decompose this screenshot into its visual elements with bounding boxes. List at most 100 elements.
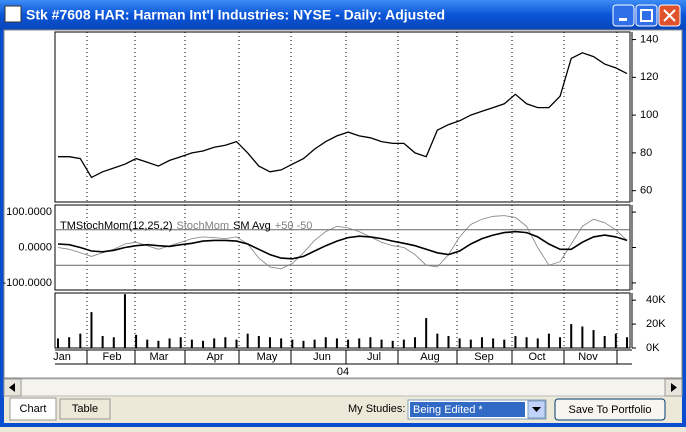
close-icon — [663, 9, 676, 22]
legend-entry: TMStochMom(12,25,2) — [60, 220, 172, 232]
studies-label: My Studies: — [348, 403, 405, 415]
data-line — [58, 52, 628, 179]
tab-label[interactable]: Table — [72, 403, 98, 415]
month-label: Feb — [103, 351, 122, 363]
y-tick-label: 60 — [640, 185, 652, 197]
volume-bar — [57, 338, 59, 348]
volume-bar — [280, 338, 283, 348]
app-icon — [4, 5, 22, 23]
y-tick-label: 140 — [640, 33, 658, 45]
volume-bar — [391, 340, 394, 348]
tab-table[interactable] — [59, 398, 111, 420]
panel — [54, 204, 631, 291]
scroll-track[interactable] — [3, 378, 683, 397]
maximize[interactable] — [635, 4, 658, 27]
volume-bar — [614, 333, 617, 348]
volume-bar — [79, 333, 82, 348]
volume-bar — [257, 336, 260, 348]
volume-bar — [469, 339, 472, 348]
legend-entry: StochMom — [176, 220, 229, 232]
volume-bar — [213, 338, 216, 348]
volume-bar — [369, 337, 372, 348]
month-label: Oct — [528, 351, 545, 363]
window-title: Stk #7608 HAR: Harman Int'l Industries: … — [26, 7, 445, 23]
volume-bar — [157, 340, 160, 348]
volume-bar — [626, 337, 628, 348]
month-label: Jul — [367, 351, 381, 363]
y-tick-label: 120 — [640, 71, 658, 83]
volume-bar — [190, 339, 193, 348]
y-tick-label: 0.0000 — [18, 241, 52, 253]
data-line — [57, 230, 628, 260]
minimize[interactable] — [612, 4, 635, 27]
volume-bar — [313, 339, 316, 348]
arrow — [671, 383, 677, 392]
volume-bar — [268, 337, 271, 348]
volume-bar — [202, 340, 205, 348]
volume-bar — [402, 339, 405, 348]
save-button[interactable] — [554, 398, 666, 421]
volume-bar — [358, 338, 361, 348]
month-label: Jun — [313, 351, 331, 363]
volume-bar — [414, 337, 417, 348]
tab-chart[interactable] — [9, 397, 57, 421]
volume-bar — [291, 339, 294, 348]
volume-bar — [224, 337, 227, 348]
volume-bar — [480, 337, 483, 348]
volume-bar — [592, 330, 595, 348]
tab-label[interactable]: Chart — [20, 403, 47, 415]
volume-bar — [536, 338, 539, 348]
y-tick-label: 40K — [646, 294, 666, 306]
month-label: Jan — [53, 351, 71, 363]
volume-bar — [135, 334, 138, 348]
month-label: Mar — [150, 351, 169, 363]
arrow — [9, 383, 15, 392]
window-buttons[interactable] — [612, 4, 681, 27]
data-line — [57, 215, 628, 270]
minimize-icon — [619, 18, 627, 21]
volume-bar — [492, 338, 495, 348]
volume-bar — [447, 336, 450, 348]
volume-bar — [146, 339, 149, 348]
year-label: 04 — [337, 366, 349, 378]
volume-bar — [458, 338, 461, 348]
volume-bar — [525, 337, 528, 348]
volume-bar — [335, 338, 338, 348]
legend-entry: SM Avg — [233, 220, 271, 232]
month-label: Aug — [420, 351, 440, 363]
chart-area — [3, 29, 683, 379]
selection — [410, 402, 525, 417]
volume-bar — [347, 339, 350, 348]
volume-bar — [112, 337, 115, 348]
arrow — [532, 407, 541, 412]
scrollbar[interactable] — [3, 378, 683, 397]
volume-bar — [514, 336, 517, 348]
y-tick-label: 80 — [640, 147, 652, 159]
volume-bar — [90, 312, 93, 348]
y-tick-label: 100 — [640, 109, 658, 121]
volume-bar — [101, 336, 104, 348]
volume-bar — [570, 324, 573, 348]
volume-bar — [246, 333, 249, 348]
month-label: Apr — [206, 351, 223, 363]
volume-bar — [603, 336, 606, 348]
month-label: May — [257, 351, 278, 363]
volume-bar — [436, 333, 439, 348]
y-tick-label: 20K — [646, 318, 666, 330]
title-bar — [0, 0, 686, 30]
dropdown-value[interactable]: Being Edited * — [413, 404, 483, 416]
volume-bar — [559, 337, 562, 348]
y-tick-label: 0K — [646, 342, 660, 354]
volume-bar — [179, 337, 182, 348]
y-tick-label: 100.0000 — [6, 206, 52, 218]
volume-bar — [503, 339, 506, 348]
volume-bar — [581, 326, 584, 348]
volume-bar — [302, 340, 305, 348]
panel — [54, 292, 631, 349]
button-label[interactable]: Save To Portfolio — [569, 404, 652, 416]
volume-bar — [425, 318, 428, 348]
volume-bar — [123, 294, 126, 348]
volume-bar — [235, 339, 238, 348]
panel — [54, 31, 631, 203]
